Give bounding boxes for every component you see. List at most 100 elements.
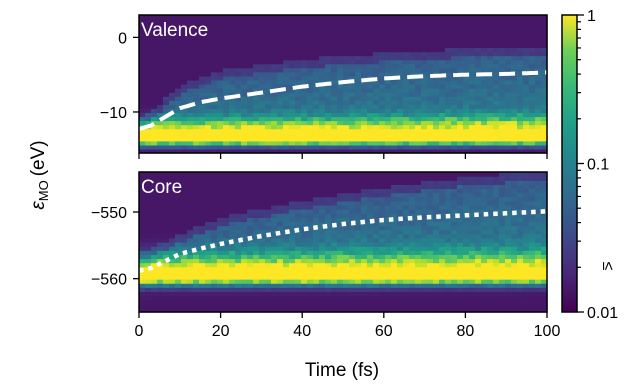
heatmap-cell <box>217 237 224 243</box>
heatmap-cell <box>439 35 446 40</box>
heatmap-cell <box>175 51 182 57</box>
heatmap-cell <box>397 51 404 57</box>
heatmap-cell <box>439 221 446 227</box>
heatmap-cell <box>295 250 302 255</box>
heatmap-cell <box>469 221 476 227</box>
heatmap-cell <box>451 23 458 28</box>
heatmap-cell <box>163 19 170 24</box>
heatmap-cell <box>475 63 482 69</box>
heatmap-cell <box>445 274 452 280</box>
heatmap-cell <box>211 47 218 53</box>
heatmap-cell <box>187 120 194 126</box>
heatmap-cell <box>481 51 488 57</box>
heatmap-cell <box>259 204 266 210</box>
heatmap-cell <box>253 71 260 77</box>
heatmap-cell <box>313 31 320 36</box>
heatmap-cell <box>439 213 446 218</box>
heatmap-cell <box>301 116 308 122</box>
heatmap-cell <box>541 140 548 146</box>
heatmap-cell <box>139 35 146 40</box>
heatmap-cell <box>301 112 308 118</box>
heatmap-cell <box>211 124 218 130</box>
heatmap-cell <box>385 221 392 227</box>
heatmap-cell <box>523 39 530 45</box>
heatmap-cell <box>511 246 518 251</box>
heatmap-cell <box>511 274 518 280</box>
heatmap-cell <box>331 84 338 89</box>
heatmap-cell <box>385 19 392 24</box>
heatmap-cell <box>313 88 320 93</box>
heatmap-cell <box>403 192 410 198</box>
heatmap-cell <box>307 225 314 231</box>
heatmap-cell <box>475 250 482 255</box>
heatmap-cell <box>409 270 416 276</box>
heatmap-cell <box>511 104 518 109</box>
heatmap-cell <box>253 27 260 32</box>
heatmap-cell <box>493 270 500 276</box>
heatmap-cell <box>217 287 224 293</box>
heatmap-cell <box>409 229 416 235</box>
heatmap-cell <box>217 262 224 268</box>
heatmap-cell <box>169 100 176 105</box>
heatmap-cell <box>535 120 542 126</box>
heatmap-cell <box>415 274 422 280</box>
heatmap-cell <box>385 35 392 40</box>
heatmap-cell <box>451 176 458 181</box>
heatmap-cell <box>151 184 158 190</box>
heatmap-cell <box>499 100 506 105</box>
heatmap-cell <box>259 43 266 49</box>
heatmap-cell <box>349 92 356 97</box>
heatmap-cell <box>223 192 230 198</box>
heatmap-cell <box>451 262 458 268</box>
heatmap-cell <box>505 43 512 49</box>
heatmap-cell <box>373 39 380 45</box>
heatmap-cell <box>517 84 524 89</box>
heatmap-cell <box>481 246 488 251</box>
heatmap-cell <box>205 270 212 276</box>
heatmap-cell <box>487 172 494 177</box>
heatmap-cell <box>205 63 212 69</box>
heatmap-cell <box>493 116 500 122</box>
heatmap-cell <box>469 39 476 45</box>
heatmap-cell <box>511 258 518 264</box>
heatmap-cell <box>361 229 368 235</box>
heatmap-cell <box>181 15 188 20</box>
heatmap-cell <box>319 274 326 280</box>
heatmap-cell <box>481 172 488 177</box>
heatmap-cell <box>415 132 422 138</box>
heatmap-cell <box>283 136 290 142</box>
heatmap-cell <box>535 295 542 301</box>
heatmap-cell <box>259 246 266 251</box>
heatmap-cell <box>439 246 446 251</box>
heatmap-cell <box>373 108 380 114</box>
heatmap-cell <box>211 132 218 138</box>
heatmap-cell <box>277 242 284 247</box>
heatmap-cell <box>313 279 320 284</box>
heatmap-cell <box>241 242 248 247</box>
heatmap-cell <box>193 204 200 210</box>
heatmap-cell <box>505 15 512 20</box>
heatmap-cell <box>403 43 410 49</box>
heatmap-cell <box>247 104 254 109</box>
heatmap-cell <box>379 270 386 276</box>
heatmap-cell <box>187 204 194 210</box>
heatmap-cell <box>283 246 290 251</box>
heatmap-cell <box>475 299 482 305</box>
heatmap-cell <box>373 217 380 223</box>
heatmap-cell <box>241 172 248 177</box>
heatmap-cell <box>487 209 494 214</box>
heatmap-cell <box>271 184 278 190</box>
heatmap-cell <box>463 270 470 276</box>
heatmap-cell <box>421 67 428 73</box>
heatmap-cell <box>319 144 326 150</box>
heatmap-cell <box>367 242 374 247</box>
heatmap-cell <box>325 221 332 227</box>
heatmap-cell <box>391 104 398 109</box>
heatmap-cell <box>415 55 422 61</box>
heatmap-cell <box>445 270 452 276</box>
heatmap-cell <box>259 262 266 268</box>
heatmap-cell <box>475 27 482 32</box>
heatmap-cell <box>331 279 338 284</box>
y-tick-label: −550 <box>91 205 127 222</box>
heatmap-cell <box>457 35 464 40</box>
